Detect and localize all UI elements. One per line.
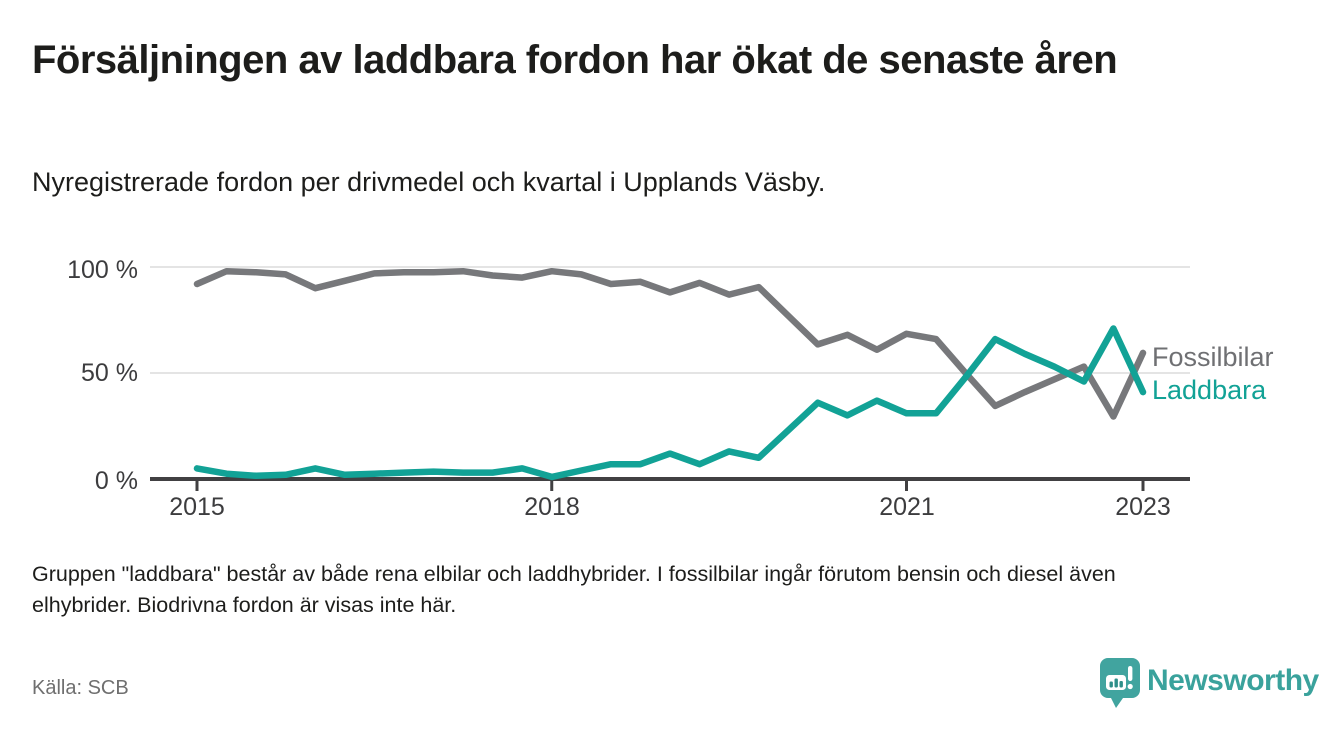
source-label: Källa: SCB	[32, 677, 129, 699]
page-title: Försäljningen av laddbara fordon har öka…	[32, 38, 1118, 82]
x-axis-label-2023: 2023	[1115, 493, 1171, 521]
chart-footnote: Gruppen "laddbara" består av både rena e…	[32, 559, 1322, 621]
line-chart	[150, 266, 1190, 491]
x-axis-label-2021: 2021	[879, 493, 935, 521]
y-axis-label-0: 0 %	[94, 467, 138, 495]
x-axis-label-2015: 2015	[169, 493, 225, 521]
chart-footnote-line2: elhybrider. Biodrivna fordon är visas in…	[32, 593, 457, 617]
legend-label-fossilbilar: Fossilbilar	[1152, 342, 1274, 372]
x-axis-label-2018: 2018	[524, 493, 580, 521]
chart-footnote-line1: Gruppen "laddbara" består av både rena e…	[32, 562, 1116, 586]
legend-label-laddbara: Laddbara	[1152, 375, 1267, 405]
page-subtitle: Nyregistrerade fordon per drivmedel och …	[32, 167, 826, 197]
series-line-laddbara	[193, 325, 1147, 481]
y-axis-label-100: 100 %	[67, 256, 138, 284]
y-axis-label-50: 50 %	[81, 359, 138, 387]
newsworthy-logo-icon	[1100, 658, 1140, 708]
newsworthy-wordmark: Newsworthy	[1147, 664, 1319, 697]
series-line-fossilbilar	[193, 267, 1147, 420]
